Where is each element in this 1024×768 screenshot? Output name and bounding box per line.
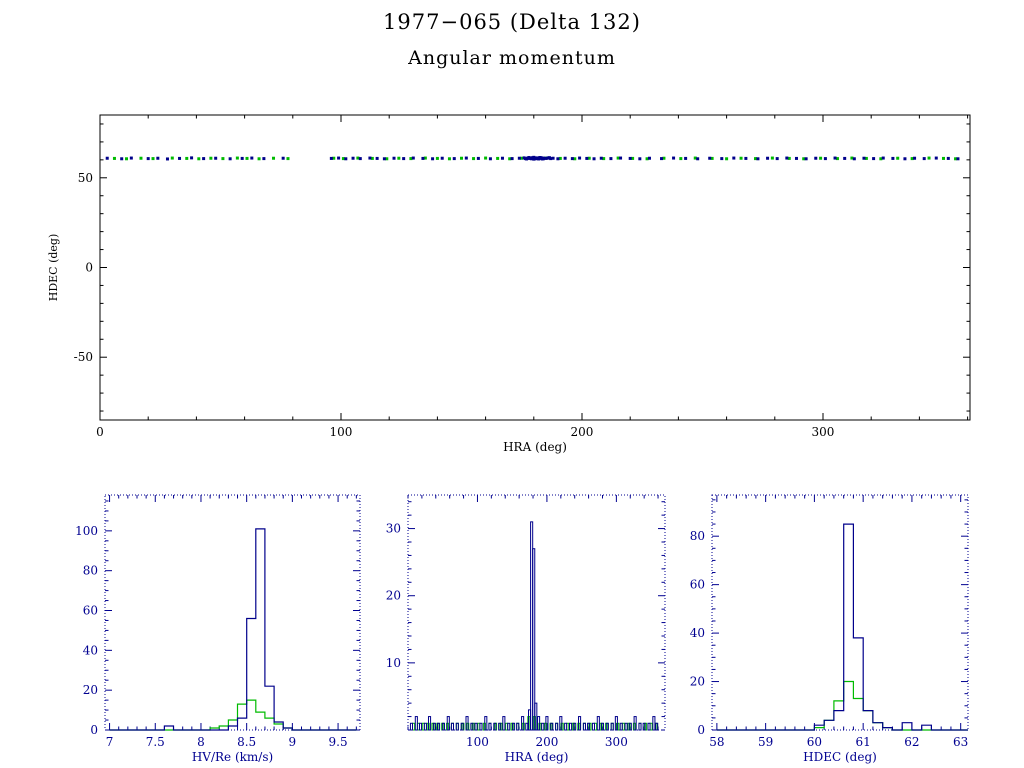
hdec-tick-labels: 58 59 60 61 62 63 0 20 40 60 80 [690, 529, 969, 749]
svg-text:7: 7 [106, 735, 114, 749]
svg-text:200: 200 [571, 425, 594, 439]
svg-text:20: 20 [690, 675, 705, 689]
svg-text:60: 60 [83, 604, 98, 618]
hra-plot: 100 200 300 10 20 30 HRA (deg) [386, 494, 666, 764]
hra-xlabel: HRA (deg) [505, 750, 569, 764]
hv-frame [104, 494, 361, 731]
hra-series-blue [409, 521, 659, 731]
svg-text:100: 100 [330, 425, 353, 439]
hv-tick-labels: 7 7.5 8 8.5 9 9.5 0 20 40 60 80 100 [75, 524, 348, 749]
svg-text:60: 60 [690, 578, 705, 592]
svg-text:61: 61 [856, 735, 871, 749]
svg-text:20: 20 [83, 683, 98, 697]
svg-text:80: 80 [690, 529, 705, 543]
scatter-frame [99, 114, 971, 421]
svg-text:0: 0 [697, 723, 705, 737]
svg-text:40: 40 [690, 626, 705, 640]
svg-text:9: 9 [289, 735, 297, 749]
svg-text:300: 300 [812, 425, 835, 439]
svg-text:9.5: 9.5 [329, 735, 348, 749]
hv-plot: 7 7.5 8 8.5 9 9.5 0 20 40 60 80 100 HV/Re (km/s) [75, 494, 361, 764]
hv-ticks [105, 495, 360, 731]
svg-text:40: 40 [83, 643, 98, 657]
svg-text:62: 62 [904, 735, 919, 749]
scatter-tick-labels: 0 100 200 300 -50 0 50 [74, 171, 835, 439]
svg-text:300: 300 [605, 735, 628, 749]
svg-text:0: 0 [96, 425, 104, 439]
svg-text:59: 59 [758, 735, 773, 749]
svg-text:200: 200 [535, 735, 558, 749]
hdec-series-green [716, 680, 968, 731]
svg-text:100: 100 [75, 524, 98, 538]
svg-text:-50: -50 [74, 350, 93, 364]
svg-text:60: 60 [807, 735, 822, 749]
page-title: 1977−065 (Delta 132) [383, 10, 641, 34]
svg-text:20: 20 [386, 589, 401, 603]
scatter-plot: 0 100 200 300 -50 0 50 HRA (deg) HDEC (deg) [47, 114, 971, 454]
svg-text:30: 30 [386, 522, 401, 536]
hra-tick-labels: 100 200 300 10 20 30 [386, 522, 628, 749]
svg-text:50: 50 [78, 171, 93, 185]
hdec-frame [711, 494, 969, 731]
hra-frame [407, 494, 666, 731]
scatter-ylabel: HDEC (deg) [47, 234, 60, 302]
svg-text:8: 8 [197, 735, 205, 749]
scatter-ticks [99, 115, 970, 420]
svg-text:80: 80 [83, 564, 98, 578]
scatter-xlabel: HRA (deg) [503, 440, 567, 454]
hra-ticks [407, 495, 665, 731]
svg-text:7.5: 7.5 [146, 735, 165, 749]
svg-text:0: 0 [85, 261, 93, 275]
svg-text:100: 100 [466, 735, 489, 749]
page-subtitle: Angular momentum [408, 47, 616, 69]
svg-text:63: 63 [953, 735, 968, 749]
svg-text:0: 0 [90, 723, 98, 737]
svg-text:8.5: 8.5 [237, 735, 256, 749]
hdec-ticks [712, 495, 968, 731]
hv-xlabel: HV/Re (km/s) [192, 750, 273, 764]
hdec-series-blue [716, 523, 968, 731]
scatter-series-blue [105, 155, 960, 161]
hdec-plot: 58 59 60 61 62 63 0 20 40 60 80 HDEC (deg) [690, 494, 969, 764]
svg-text:58: 58 [709, 735, 724, 749]
hdec-xlabel: HDEC (deg) [803, 750, 877, 764]
svg-text:10: 10 [386, 656, 401, 670]
hv-series-blue [109, 528, 357, 731]
